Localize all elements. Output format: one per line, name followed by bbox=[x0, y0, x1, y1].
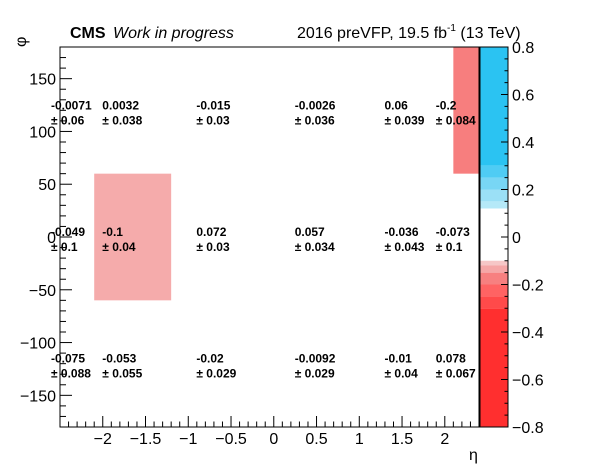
lumi-prefix: 2016 preVFP, 19.5 fb bbox=[297, 25, 447, 42]
z-tick-label: 0.4 bbox=[512, 135, 534, 152]
y-tick-label: 0 bbox=[47, 230, 56, 247]
cell-error-label: ± 0.1 bbox=[436, 240, 463, 254]
palette-band bbox=[480, 177, 508, 190]
y-tick-label: −50 bbox=[29, 283, 56, 300]
cell-error-label: ± 0.04 bbox=[102, 240, 136, 254]
cell-value-label: -0.075 bbox=[51, 352, 85, 366]
color-palette bbox=[479, 46, 509, 428]
lumi-label: 2016 preVFP, 19.5 fb-1 (13 TeV) bbox=[297, 23, 521, 42]
cell-value-label: -0.01 bbox=[384, 352, 412, 366]
cell-error-label: ± 0.04 bbox=[384, 367, 418, 381]
cell-error-label: ± 0.029 bbox=[295, 367, 335, 381]
palette-band bbox=[480, 284, 508, 297]
z-tick-label: 0 bbox=[512, 230, 521, 247]
z-tick-label: 0.6 bbox=[512, 88, 534, 105]
cell-error-label: ± 0.067 bbox=[436, 367, 476, 381]
cell-error-label: ± 0.055 bbox=[102, 367, 142, 381]
cell-error-label: ± 0.084 bbox=[436, 113, 476, 127]
palette-band bbox=[480, 308, 508, 427]
z-tick-label: −0.8 bbox=[512, 420, 544, 437]
z-tick-label: 0.8 bbox=[512, 40, 534, 57]
z-axis-ticks: −0.8 −0.6 −0.4 −0.2 0 0.2 0.4 0.6 0.8 bbox=[501, 40, 544, 437]
y-tick-label: 150 bbox=[29, 72, 56, 89]
x-tick-label: −1 bbox=[179, 431, 197, 448]
y-tick-label: 100 bbox=[29, 124, 56, 141]
cell-error-label: ± 0.1 bbox=[51, 240, 78, 254]
z-tick-label: −0.4 bbox=[512, 325, 544, 342]
palette-band bbox=[480, 201, 508, 209]
cell-value-label: -0.0092 bbox=[295, 352, 336, 366]
z-tick-label: −0.2 bbox=[512, 278, 544, 295]
cell-labels: -0.0071± 0.060.0032± 0.038-0.015± 0.03-0… bbox=[51, 98, 476, 380]
x-tick-label: −1.5 bbox=[130, 431, 162, 448]
x-tick-label: 0 bbox=[269, 431, 278, 448]
palette-band bbox=[480, 260, 508, 266]
status-label: Work in progress bbox=[113, 25, 234, 42]
palette-band bbox=[480, 296, 508, 309]
y-axis-ticks: −150 −100 −50 0 50 100 150 bbox=[20, 46, 72, 428]
palette-band bbox=[480, 189, 508, 202]
cell-value-label: -0.0071 bbox=[51, 98, 92, 112]
x-tick-label: −0.5 bbox=[215, 431, 247, 448]
cell-value-label: 0.06 bbox=[384, 98, 408, 112]
cell-error-label: ± 0.03 bbox=[196, 240, 230, 254]
x-axis-ticks: −2 −1.5 −1 −0.5 0 0.5 1 1.5 2 bbox=[68, 416, 471, 448]
lumi-suffix: (13 TeV) bbox=[456, 25, 521, 42]
y-tick-label: −100 bbox=[20, 336, 56, 353]
cell-error-label: ± 0.038 bbox=[102, 113, 142, 127]
cell-value-label: -0.053 bbox=[102, 352, 136, 366]
cell-value-label: 0.078 bbox=[436, 352, 466, 366]
y-tick-label: 50 bbox=[38, 177, 56, 194]
x-tick-label: 2 bbox=[440, 431, 449, 448]
palette-band bbox=[480, 265, 508, 273]
cell-error-label: ± 0.06 bbox=[51, 113, 85, 127]
cell-error-label: ± 0.03 bbox=[196, 113, 230, 127]
cell-error-label: ± 0.088 bbox=[51, 367, 91, 381]
cell-value-label: 0.0032 bbox=[102, 98, 139, 112]
cell-value-label: -0.2 bbox=[436, 98, 457, 112]
cell-value-label: 0.057 bbox=[295, 225, 325, 239]
cell-error-label: ± 0.036 bbox=[295, 113, 335, 127]
cell-value-label: -0.02 bbox=[196, 352, 224, 366]
palette-band bbox=[480, 165, 508, 178]
z-tick-label: 0.2 bbox=[512, 183, 534, 200]
cell-error-label: ± 0.034 bbox=[295, 240, 335, 254]
x-tick-label: 1 bbox=[355, 431, 364, 448]
cell-error-label: ± 0.039 bbox=[384, 113, 424, 127]
x-tick-label: −2 bbox=[94, 431, 112, 448]
heatmap-cell bbox=[94, 173, 172, 301]
heatmap-cell bbox=[453, 47, 479, 174]
cell-value-label: -0.0026 bbox=[295, 98, 336, 112]
x-tick-label: 1.5 bbox=[391, 431, 413, 448]
y-tick-label: −150 bbox=[20, 388, 56, 405]
cell-value-label: -0.036 bbox=[384, 225, 418, 239]
cell-value-label: -0.015 bbox=[196, 98, 230, 112]
cell-error-label: ± 0.029 bbox=[196, 367, 236, 381]
cms-label: CMS bbox=[70, 25, 106, 42]
cell-value-label: -0.1 bbox=[102, 225, 123, 239]
palette-band bbox=[480, 47, 508, 166]
lumi-exponent: -1 bbox=[447, 23, 456, 34]
x-tick-label: 0.5 bbox=[305, 431, 327, 448]
cell-value-label: 0.072 bbox=[196, 225, 226, 239]
cell-value-label: -0.073 bbox=[436, 225, 470, 239]
cell-error-label: ± 0.043 bbox=[384, 240, 424, 254]
x-axis-label: η bbox=[469, 447, 478, 464]
heatmap-cells bbox=[94, 47, 479, 301]
palette-band bbox=[480, 272, 508, 285]
y-axis-label: φ bbox=[13, 37, 30, 47]
z-tick-label: −0.6 bbox=[512, 373, 544, 390]
